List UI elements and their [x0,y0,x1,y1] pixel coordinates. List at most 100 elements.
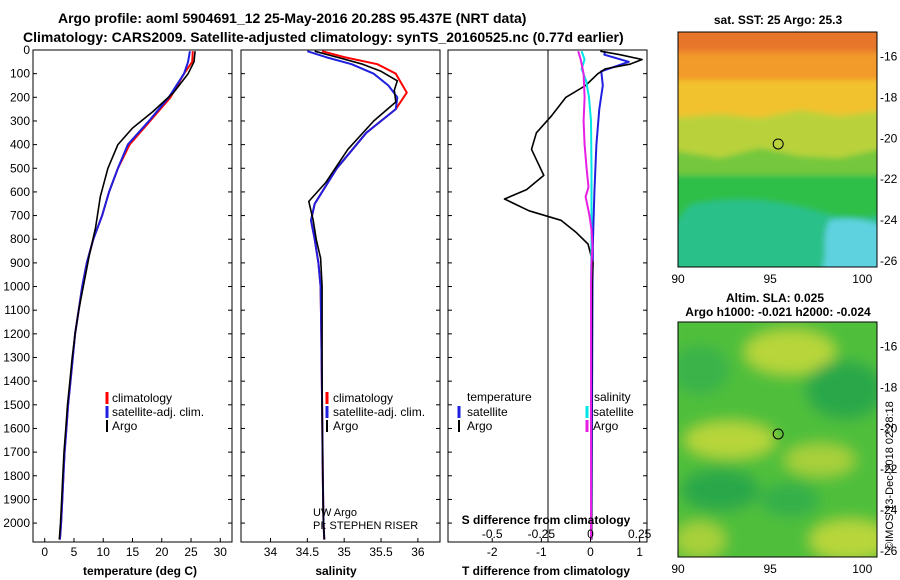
legend-temp-satellite: satellite [467,405,508,419]
sla-high-3 [785,444,855,476]
sub-x-tick-label: -0.5 [482,527,503,541]
map-x-tick-label: 100 [852,562,872,576]
y-tick-label: 1200 [3,327,30,341]
legend-argo: Argo [333,419,359,433]
x-tick-label: 1 [636,545,643,559]
series-argo [58,51,196,540]
sla-low-2 [680,468,760,512]
sla-argo-marker [772,428,784,440]
map-y-tick-label: -20 [880,421,898,435]
legend-satellite: satellite-adj. clim. [333,405,425,419]
series-satellite-adj-clim- [58,51,191,540]
y-tick-label: 1000 [3,280,30,294]
legend-salinity-title: salinity [594,390,631,404]
x-tick-label: 0 [587,545,594,559]
map-y-tick-label: -24 [880,213,898,227]
x-tick-label: -1 [536,545,547,559]
series-temperature-argo [503,50,643,540]
x-tick-label: 36 [411,545,425,559]
sla-map-field [678,322,877,557]
x-tick-label: 30 [214,545,228,559]
y-tick-label: 1300 [3,351,30,365]
sla-low-1 [805,360,877,420]
sla-high-2 [685,422,775,458]
map-y-tick-label: -18 [880,90,898,104]
sst-band-cyan [822,218,877,267]
legend-argo: Argo [112,419,138,433]
map-y-tick-label: -16 [880,50,898,64]
y-tick-label: 100 [10,67,30,81]
sst-map-axes [677,31,878,268]
sst-band-orange [678,52,877,82]
difference-xlabel: T difference from climatology [462,564,630,578]
map-y-tick-label: -20 [880,131,898,145]
temperature-xlabel: temperature (deg C) [83,564,197,578]
x-tick-label: 25 [184,545,198,559]
salinity-legend: climatology satellite-adj. clim. Argo UW… [313,391,425,532]
series-satellite-adj-clim- [306,50,399,540]
sla-low-4 [678,345,730,395]
sst-argo-marker [772,138,784,150]
sla-map-title-2: Argo h1000: -0.021 h2000: -0.024 [685,305,871,319]
credit-line-1: UW Argo [313,507,357,519]
sla-low-3 [760,482,820,518]
sla-high-5 [678,522,725,557]
sub-x-tick-label: 0.25 [628,527,652,541]
y-tick-label: 0 [23,43,30,57]
y-tick-label: 600 [10,185,30,199]
y-tick-label: 500 [10,161,30,175]
map-x-tick-label: 100 [852,272,872,286]
imos-stamp: ©IMOS 13-Dec-2018 02:28:18 [884,401,896,550]
sst-band-lime [678,110,877,160]
sst-map-field [678,32,877,267]
x-tick-label: 20 [155,545,169,559]
legend-satellite: satellite-adj. clim. [112,405,204,419]
x-tick-label: 34.5 [296,545,320,559]
difference-legend: temperature satellite Argo salinity sate… [457,390,634,527]
y-tick-label: 2000 [3,516,30,530]
sst-map-title: sat. SST: 25 Argo: 25.3 [714,13,843,27]
sla-map-axes [677,321,878,558]
y-tick-label: 1800 [3,469,30,483]
y-tick-label: 1700 [3,445,30,459]
sla-map-title-1: Altim. SLA: 0.025 [726,291,824,305]
header-line-2: Climatology: CARS2009. Satellite-adjuste… [23,29,624,45]
map-y-tick-label: -22 [880,172,898,186]
salinity-diff-xlabel: S difference from climatology [462,513,631,527]
map-x-tick-label: 95 [763,562,777,576]
map-y-tick-label: -16 [880,340,898,354]
series-temperature-satellite [590,50,630,540]
y-tick-label: 800 [10,232,30,246]
x-tick-label: 35.5 [369,545,393,559]
credit-line-2: PI: STEPHEN RISER [313,520,418,532]
legend-sal-argo: Argo [593,419,619,433]
map-x-tick-label: 95 [763,272,777,286]
x-tick-label: 34 [264,545,278,559]
x-tick-label: 0 [41,545,48,559]
map-y-tick-label: -24 [880,503,898,517]
salinity-series [306,50,408,540]
x-tick-label: 15 [126,545,140,559]
y-tick-label: 400 [10,138,30,152]
series-climatology [58,51,194,540]
salinity-axes [240,49,441,543]
sla-high-1 [745,330,835,374]
sst-band-yellow [678,80,877,120]
sst-band-warm [678,32,877,55]
sst-band-green [678,148,877,175]
header-line-1: Argo profile: aoml 5904691_12 25-May-201… [58,10,526,26]
series-climatology [310,50,408,540]
difference-series [503,50,643,542]
x-tick-label: -2 [487,545,498,559]
series-argo [307,50,399,540]
legend-temperature-title: temperature [467,390,532,404]
map-y-tick-label: -26 [880,544,898,558]
x-tick-label: 10 [97,545,111,559]
map-y-tick-label: -26 [880,254,898,268]
y-tick-label: 1100 [4,303,30,317]
map-y-tick-label: -18 [880,380,898,394]
axis-ticks: 0 5 10 15 20 25 300100200300400500600700800900… [3,43,897,576]
y-tick-label: 1400 [3,374,30,388]
temperature-legend: climatology satellite-adj. clim. Argo [105,391,204,433]
